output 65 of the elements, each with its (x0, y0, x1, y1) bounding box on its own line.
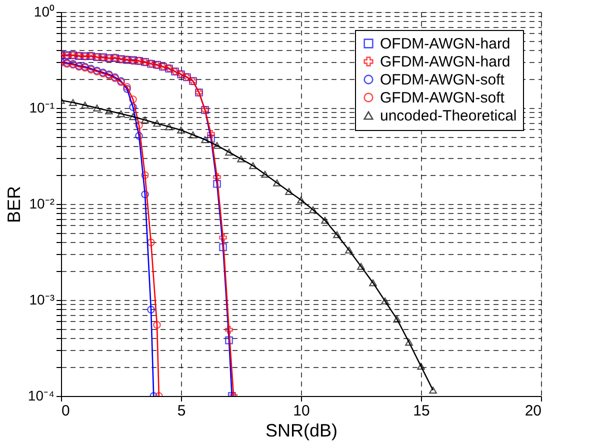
point (81, 102, 89, 109)
point (129, 103, 137, 112)
point (405, 338, 413, 346)
point (153, 321, 161, 329)
point (249, 162, 257, 170)
legend-label: GFDM-AWGN-soft (380, 90, 506, 106)
point (225, 148, 233, 156)
point (147, 306, 155, 314)
point (225, 336, 233, 344)
point (261, 170, 269, 178)
point (429, 386, 437, 394)
point (213, 180, 221, 188)
y-axis-title: BER (4, 186, 24, 224)
y-tick-label: 10⁻³ (29, 292, 55, 308)
point (357, 262, 365, 270)
legend-label: GFDM-AWGN-hard (380, 54, 510, 70)
y-tick-label: 10⁰ (34, 4, 54, 20)
point (321, 216, 329, 224)
x-tick-label: 15 (413, 402, 430, 420)
point (219, 234, 227, 242)
y-tick-label: 10⁻¹ (29, 100, 55, 116)
point (117, 110, 125, 118)
x-tick-label: 10 (293, 402, 310, 420)
point (123, 82, 131, 91)
y-tick-label: 10⁻² (29, 196, 55, 212)
point (135, 121, 143, 130)
legend-label: OFDM-AWGN-hard (380, 36, 510, 52)
point (417, 362, 425, 370)
point (213, 173, 221, 181)
point (309, 206, 317, 214)
point (147, 238, 155, 246)
point (135, 132, 143, 140)
point (129, 95, 137, 104)
point (153, 120, 161, 127)
legend-label: uncoded-Theoretical (380, 108, 517, 124)
point (141, 190, 149, 198)
point (381, 298, 389, 304)
point (213, 142, 221, 149)
point (297, 196, 305, 204)
legend-label: OFDM-AWGN-soft (380, 72, 506, 88)
point (225, 326, 233, 334)
y-tick-label: 10⁻⁴ (28, 388, 54, 404)
point (333, 231, 341, 238)
x-tick-label: 0 (62, 402, 70, 420)
point (129, 113, 137, 120)
point (93, 104, 101, 112)
point (201, 136, 209, 144)
point (141, 116, 149, 124)
point (69, 99, 77, 106)
point (285, 188, 293, 195)
point (177, 126, 185, 134)
point (165, 123, 173, 130)
point (237, 155, 245, 162)
point (189, 131, 197, 138)
point (393, 316, 401, 323)
x-axis-title: SNR(dB) (265, 420, 338, 440)
point (219, 243, 227, 252)
point (273, 179, 281, 186)
point (105, 107, 113, 114)
point (207, 130, 215, 138)
point (345, 246, 353, 254)
point (141, 171, 149, 179)
x-tick-label: 5 (177, 402, 186, 420)
x-tick-label: 20 (524, 402, 542, 420)
point (369, 279, 377, 286)
